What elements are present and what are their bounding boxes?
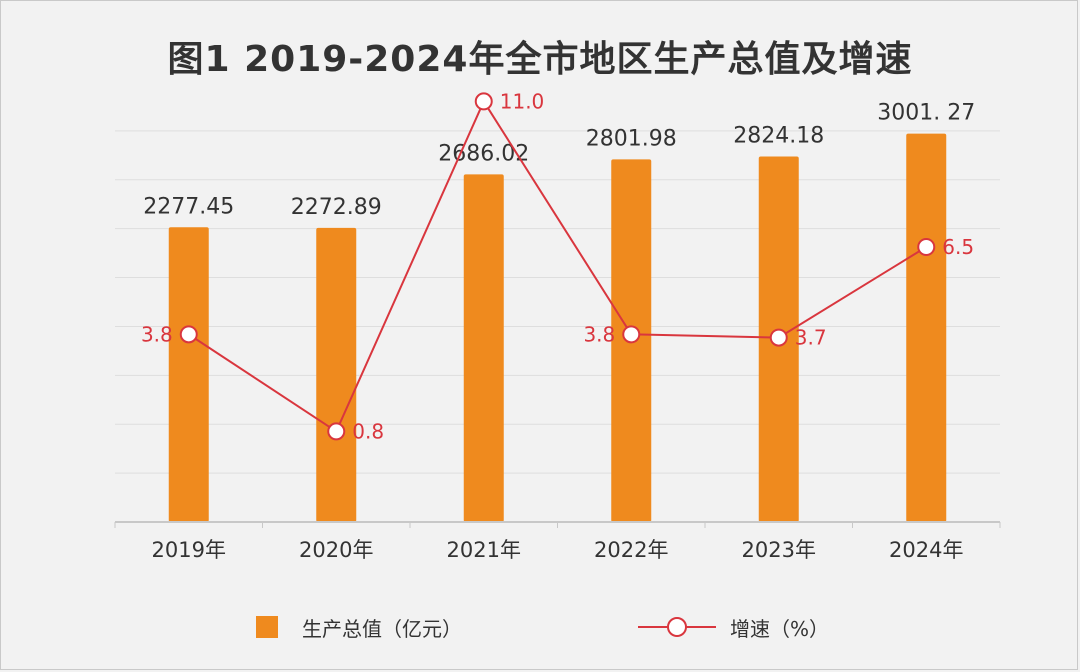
legend-gdp-label: 生产总值（亿元） [302, 616, 462, 641]
growth-value-label: 11.0 [500, 89, 545, 113]
growth-line [188, 99, 927, 433]
growth-point [769, 328, 788, 347]
grid-lines [115, 130, 1000, 474]
growth-value-label: 0.8 [352, 419, 384, 443]
x-axis: 2019年 2020年 2021年 2022年 2023年 2024年 [114, 521, 1001, 562]
growth-point [917, 238, 936, 256]
bar-value-label: 2824.18 [733, 124, 824, 149]
growth-point [179, 325, 198, 344]
bar [906, 133, 947, 523]
x-tick-label: 2022年 [594, 538, 668, 562]
growth-line-series [188, 99, 927, 433]
x-tick-label: 2023年 [742, 538, 816, 562]
legend-item-gdp[interactable]: 生产总值（亿元） [256, 612, 462, 642]
growth-points [179, 92, 936, 441]
x-tick-label: 2020年 [299, 538, 373, 562]
growth-value-label: 3.8 [141, 322, 173, 346]
growth-point [327, 422, 346, 441]
legend-bar-swatch [256, 616, 278, 638]
x-tick-label: 2024年 [889, 538, 963, 562]
bar-value-label: 3001. 27 [877, 101, 975, 126]
growth-value-label: 3.7 [795, 326, 827, 350]
growth-value-labels: 3.8 0.8 11.0 3.8 3.7 6.5 [141, 89, 974, 443]
bar [168, 227, 209, 522]
bar [463, 174, 504, 523]
bar-value-label: 2277.45 [143, 194, 234, 219]
legend-item-growth[interactable]: 增速（%） [638, 612, 829, 642]
legend-line-swatch [638, 616, 716, 638]
growth-value-label: 6.5 [942, 235, 974, 259]
growth-point [622, 325, 641, 344]
chart-title: 图1 2019-2024年全市地区生产总值及增速 [167, 39, 913, 80]
bar-value-label: 2686.02 [438, 141, 529, 166]
legend-growth-label: 增速（%） [730, 616, 830, 641]
x-tick-label: 2021年 [447, 538, 521, 562]
x-tick-label: 2019年 [152, 538, 226, 562]
growth-point [474, 92, 493, 111]
bar-value-labels: 2277.45 2272.89 2686.02 2801.98 2824.18 3001.… [143, 101, 975, 220]
legend: 生产总值（亿元） 增速（%） [0, 612, 1080, 642]
growth-value-label: 3.8 [583, 322, 615, 346]
bar-value-label: 2272.89 [291, 195, 382, 220]
bar-value-label: 2801.98 [586, 126, 677, 151]
bar-series [168, 133, 947, 523]
bar [316, 227, 357, 522]
